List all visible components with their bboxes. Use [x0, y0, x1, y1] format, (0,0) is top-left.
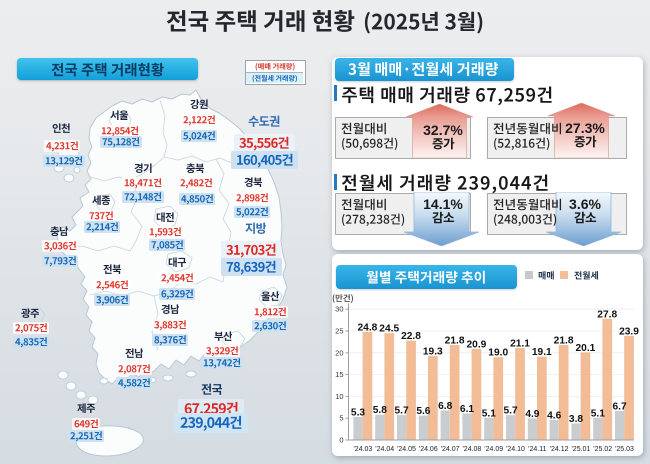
svg-text:19.0: 19.0 — [488, 348, 508, 359]
svg-text:'24.09: '24.09 — [484, 446, 503, 453]
svg-text:'25.03: '25.03 — [615, 446, 634, 453]
svg-text:5.7: 5.7 — [504, 406, 518, 417]
svg-text:'24.10: '24.10 — [506, 446, 525, 453]
svg-text:10: 10 — [335, 392, 343, 401]
svg-text:21.1: 21.1 — [510, 339, 530, 350]
svg-text:21.8: 21.8 — [554, 336, 574, 347]
svg-text:22.8: 22.8 — [401, 331, 421, 342]
svg-text:'24.05: '24.05 — [397, 446, 416, 453]
svg-text:6.1: 6.1 — [460, 404, 474, 415]
svg-text:25: 25 — [335, 327, 343, 336]
svg-text:24.8: 24.8 — [357, 322, 377, 333]
svg-text:5.3: 5.3 — [351, 407, 365, 418]
svg-text:20.9: 20.9 — [466, 339, 486, 350]
svg-text:'24.07: '24.07 — [441, 446, 460, 453]
svg-text:3.8: 3.8 — [569, 414, 583, 425]
svg-text:27.8: 27.8 — [597, 309, 617, 320]
svg-text:5.8: 5.8 — [373, 405, 387, 416]
svg-text:19.3: 19.3 — [423, 346, 443, 357]
svg-text:'24.11: '24.11 — [528, 446, 546, 453]
svg-text:0: 0 — [339, 436, 343, 445]
svg-text:6.7: 6.7 — [613, 401, 627, 412]
svg-text:5.1: 5.1 — [591, 408, 605, 419]
svg-text:24.5: 24.5 — [379, 324, 399, 335]
svg-text:5: 5 — [339, 414, 343, 423]
svg-text:5.6: 5.6 — [416, 406, 430, 417]
svg-text:4.6: 4.6 — [547, 410, 561, 421]
svg-text:30: 30 — [335, 305, 343, 314]
svg-text:21.8: 21.8 — [445, 336, 465, 347]
svg-text:15: 15 — [335, 370, 343, 379]
svg-text:'24.06: '24.06 — [419, 446, 438, 453]
svg-text:19.1: 19.1 — [532, 347, 552, 358]
svg-text:4.9: 4.9 — [525, 409, 539, 420]
svg-text:'24.03: '24.03 — [353, 446, 372, 453]
svg-text:'25.01: '25.01 — [571, 446, 590, 453]
svg-text:'25.02: '25.02 — [593, 446, 612, 453]
svg-text:20.1: 20.1 — [575, 343, 595, 354]
svg-text:23.9: 23.9 — [619, 326, 639, 337]
svg-text:6.8: 6.8 — [438, 401, 452, 412]
svg-text:20: 20 — [335, 348, 343, 357]
svg-text:5.1: 5.1 — [482, 408, 496, 419]
svg-text:5.7: 5.7 — [395, 406, 409, 417]
svg-text:'24.08: '24.08 — [462, 446, 481, 453]
svg-text:'24.12: '24.12 — [550, 446, 569, 453]
svg-text:'24.04: '24.04 — [375, 446, 394, 453]
